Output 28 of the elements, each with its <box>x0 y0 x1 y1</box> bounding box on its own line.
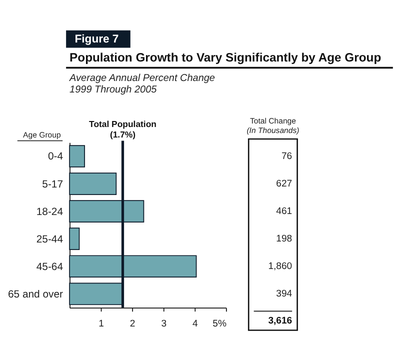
y-tick-label: 45-64 <box>36 262 64 273</box>
ref-line-label: Total Population (1.7%) <box>89 118 156 140</box>
x-tick-label: 4 <box>192 318 198 330</box>
y-tick-label: 18-24 <box>36 206 64 218</box>
y-tick-label: 65 and over <box>8 289 64 300</box>
x-tick-label: 3 <box>161 318 167 330</box>
bar <box>69 228 80 250</box>
text: 3,616 <box>268 315 292 326</box>
y-tick-label: 5-17 <box>42 179 64 190</box>
y-tick-label: 0-4 <box>48 152 64 163</box>
text: Total Change <box>250 116 296 126</box>
bar <box>69 172 117 195</box>
text: 627 <box>276 178 292 190</box>
text: 461 <box>276 206 292 217</box>
x-tick-label: 5% <box>212 318 227 330</box>
caption: Figure 7 <box>74 34 119 46</box>
text: (In Thousands) <box>246 126 300 135</box>
text: 76 <box>281 150 292 162</box>
text: 1,860 <box>268 260 292 272</box>
text: 198 <box>276 233 292 244</box>
chart-title: Population Growth to Vary Significantly by Age Group <box>70 50 382 65</box>
x-tick-label: 1 <box>98 318 104 330</box>
y-tick-label: 25-44 <box>36 234 64 246</box>
bar <box>69 145 85 168</box>
text: 394 <box>276 288 293 300</box>
chart-subtitle: Average Annual Percent Change 1999 Through 2005 <box>68 72 216 96</box>
y-axis-title: Age Group <box>23 130 62 140</box>
x-tick-label: 2 <box>130 318 136 330</box>
